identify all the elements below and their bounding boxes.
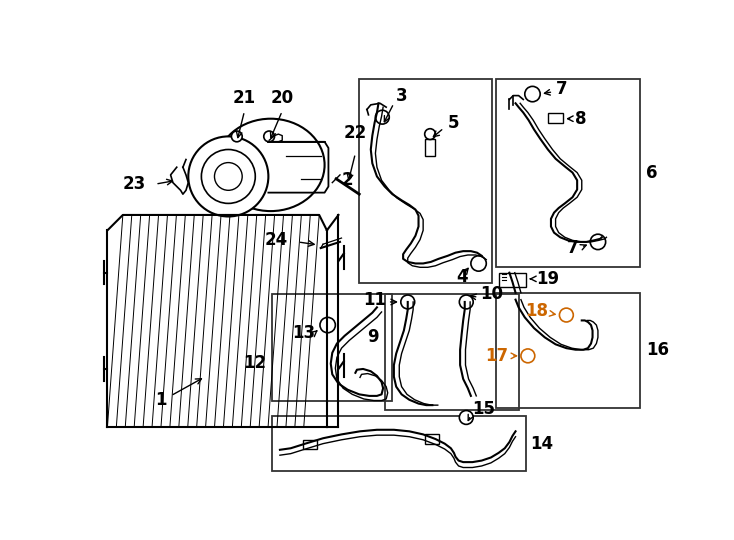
Bar bbox=[498, 273, 526, 287]
Text: 14: 14 bbox=[530, 435, 553, 453]
Circle shape bbox=[189, 137, 269, 217]
Bar bbox=[495, 79, 640, 267]
Bar bbox=[385, 294, 520, 410]
Circle shape bbox=[425, 129, 435, 139]
Text: 3: 3 bbox=[396, 86, 407, 105]
Bar bbox=[272, 294, 391, 401]
Text: 24: 24 bbox=[264, 231, 288, 249]
Text: 8: 8 bbox=[575, 110, 586, 127]
Bar bbox=[303, 440, 317, 449]
Bar bbox=[425, 139, 435, 156]
Text: 12: 12 bbox=[243, 354, 266, 372]
Bar bbox=[495, 293, 640, 408]
Text: 5: 5 bbox=[448, 113, 459, 132]
Text: 11: 11 bbox=[363, 291, 386, 309]
Circle shape bbox=[231, 131, 242, 142]
Text: 6: 6 bbox=[647, 164, 658, 181]
Circle shape bbox=[320, 318, 335, 333]
Circle shape bbox=[201, 150, 255, 204]
Circle shape bbox=[525, 86, 540, 102]
Circle shape bbox=[590, 234, 606, 249]
Circle shape bbox=[471, 256, 487, 271]
Text: 10: 10 bbox=[480, 285, 503, 303]
Circle shape bbox=[459, 295, 473, 309]
Text: 20: 20 bbox=[271, 89, 294, 107]
Text: 7: 7 bbox=[556, 80, 567, 98]
Circle shape bbox=[559, 308, 573, 322]
Circle shape bbox=[521, 349, 535, 363]
Text: 13: 13 bbox=[292, 324, 316, 342]
Text: 19: 19 bbox=[537, 270, 559, 288]
Circle shape bbox=[214, 163, 242, 190]
Text: 23: 23 bbox=[123, 175, 146, 193]
Text: 1: 1 bbox=[155, 391, 167, 409]
Text: 2: 2 bbox=[341, 171, 353, 190]
Bar bbox=[359, 79, 493, 283]
Text: 7: 7 bbox=[567, 239, 578, 257]
Bar bbox=[425, 434, 438, 444]
Bar bbox=[548, 112, 563, 123]
Text: 22: 22 bbox=[344, 124, 367, 142]
Text: 17: 17 bbox=[484, 347, 508, 365]
Circle shape bbox=[264, 131, 275, 142]
Text: 15: 15 bbox=[473, 400, 495, 418]
Text: 9: 9 bbox=[367, 328, 379, 346]
Circle shape bbox=[375, 110, 389, 124]
Text: 4: 4 bbox=[456, 267, 468, 286]
Text: 18: 18 bbox=[525, 302, 548, 320]
Bar bbox=[272, 416, 526, 471]
Text: 16: 16 bbox=[647, 341, 669, 360]
Circle shape bbox=[459, 410, 473, 424]
Text: 21: 21 bbox=[233, 89, 256, 107]
Circle shape bbox=[401, 295, 415, 309]
